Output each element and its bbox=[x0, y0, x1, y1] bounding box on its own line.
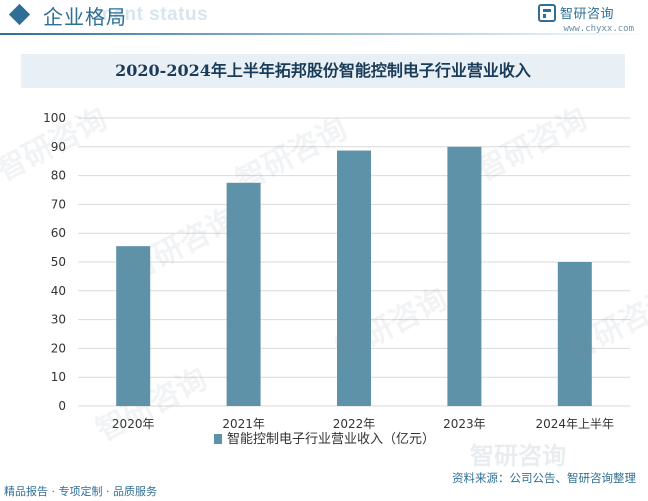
y-tick-label: 30 bbox=[51, 313, 66, 327]
y-tick-label: 40 bbox=[51, 284, 66, 298]
x-tick-label: 2021年 bbox=[222, 417, 265, 431]
y-tick-label: 0 bbox=[58, 399, 66, 413]
brand-logo: 智研咨询 www.chyxx.com bbox=[538, 2, 634, 36]
brand-url: www.chyxx.com bbox=[563, 24, 634, 34]
header-divider bbox=[0, 33, 648, 35]
y-tick-label: 100 bbox=[43, 111, 66, 125]
footer-tagline: 精品报告 · 专项定制 · 品质服务 bbox=[4, 485, 157, 498]
chart-title-band: 2020-2024年上半年拓邦股份智能控制电子行业营业收入 bbox=[21, 54, 625, 88]
x-tick-label: 2024年上半年 bbox=[536, 417, 615, 431]
source-note: 资料来源：公司公告、智研咨询整理 bbox=[452, 471, 636, 485]
header-ghost-text: ment status bbox=[96, 4, 209, 25]
y-tick-label: 90 bbox=[51, 140, 66, 154]
legend-swatch bbox=[214, 434, 222, 444]
y-tick-label: 50 bbox=[51, 255, 66, 269]
bar bbox=[226, 182, 261, 406]
y-tick-label: 60 bbox=[51, 226, 66, 240]
brand-logo-icon bbox=[538, 4, 556, 22]
x-tick-label: 2022年 bbox=[333, 417, 376, 431]
y-tick-label: 20 bbox=[51, 341, 66, 355]
x-tick-label: 2020年 bbox=[112, 417, 155, 431]
brand-name: 智研咨询 bbox=[560, 7, 615, 22]
section-title: 企业格局 bbox=[43, 5, 127, 29]
y-tick-label: 80 bbox=[51, 169, 66, 183]
y-tick-label: 10 bbox=[51, 370, 66, 384]
bar bbox=[116, 246, 151, 406]
bar bbox=[337, 150, 371, 406]
bar bbox=[557, 262, 592, 406]
bar bbox=[447, 146, 482, 407]
y-tick-label: 70 bbox=[51, 197, 66, 211]
chart-title: 2020-2024年上半年拓邦股份智能控制电子行业营业收入 bbox=[115, 61, 531, 80]
x-tick-label: 2023年 bbox=[443, 417, 486, 431]
footer: 精品报告 · 专项定制 · 品质服务 bbox=[0, 478, 648, 501]
legend-label: 智能控制电子行业营业收入（亿元） bbox=[227, 432, 435, 447]
header: ment status 企业格局 智研咨询 www.chyxx.com bbox=[0, 0, 648, 40]
